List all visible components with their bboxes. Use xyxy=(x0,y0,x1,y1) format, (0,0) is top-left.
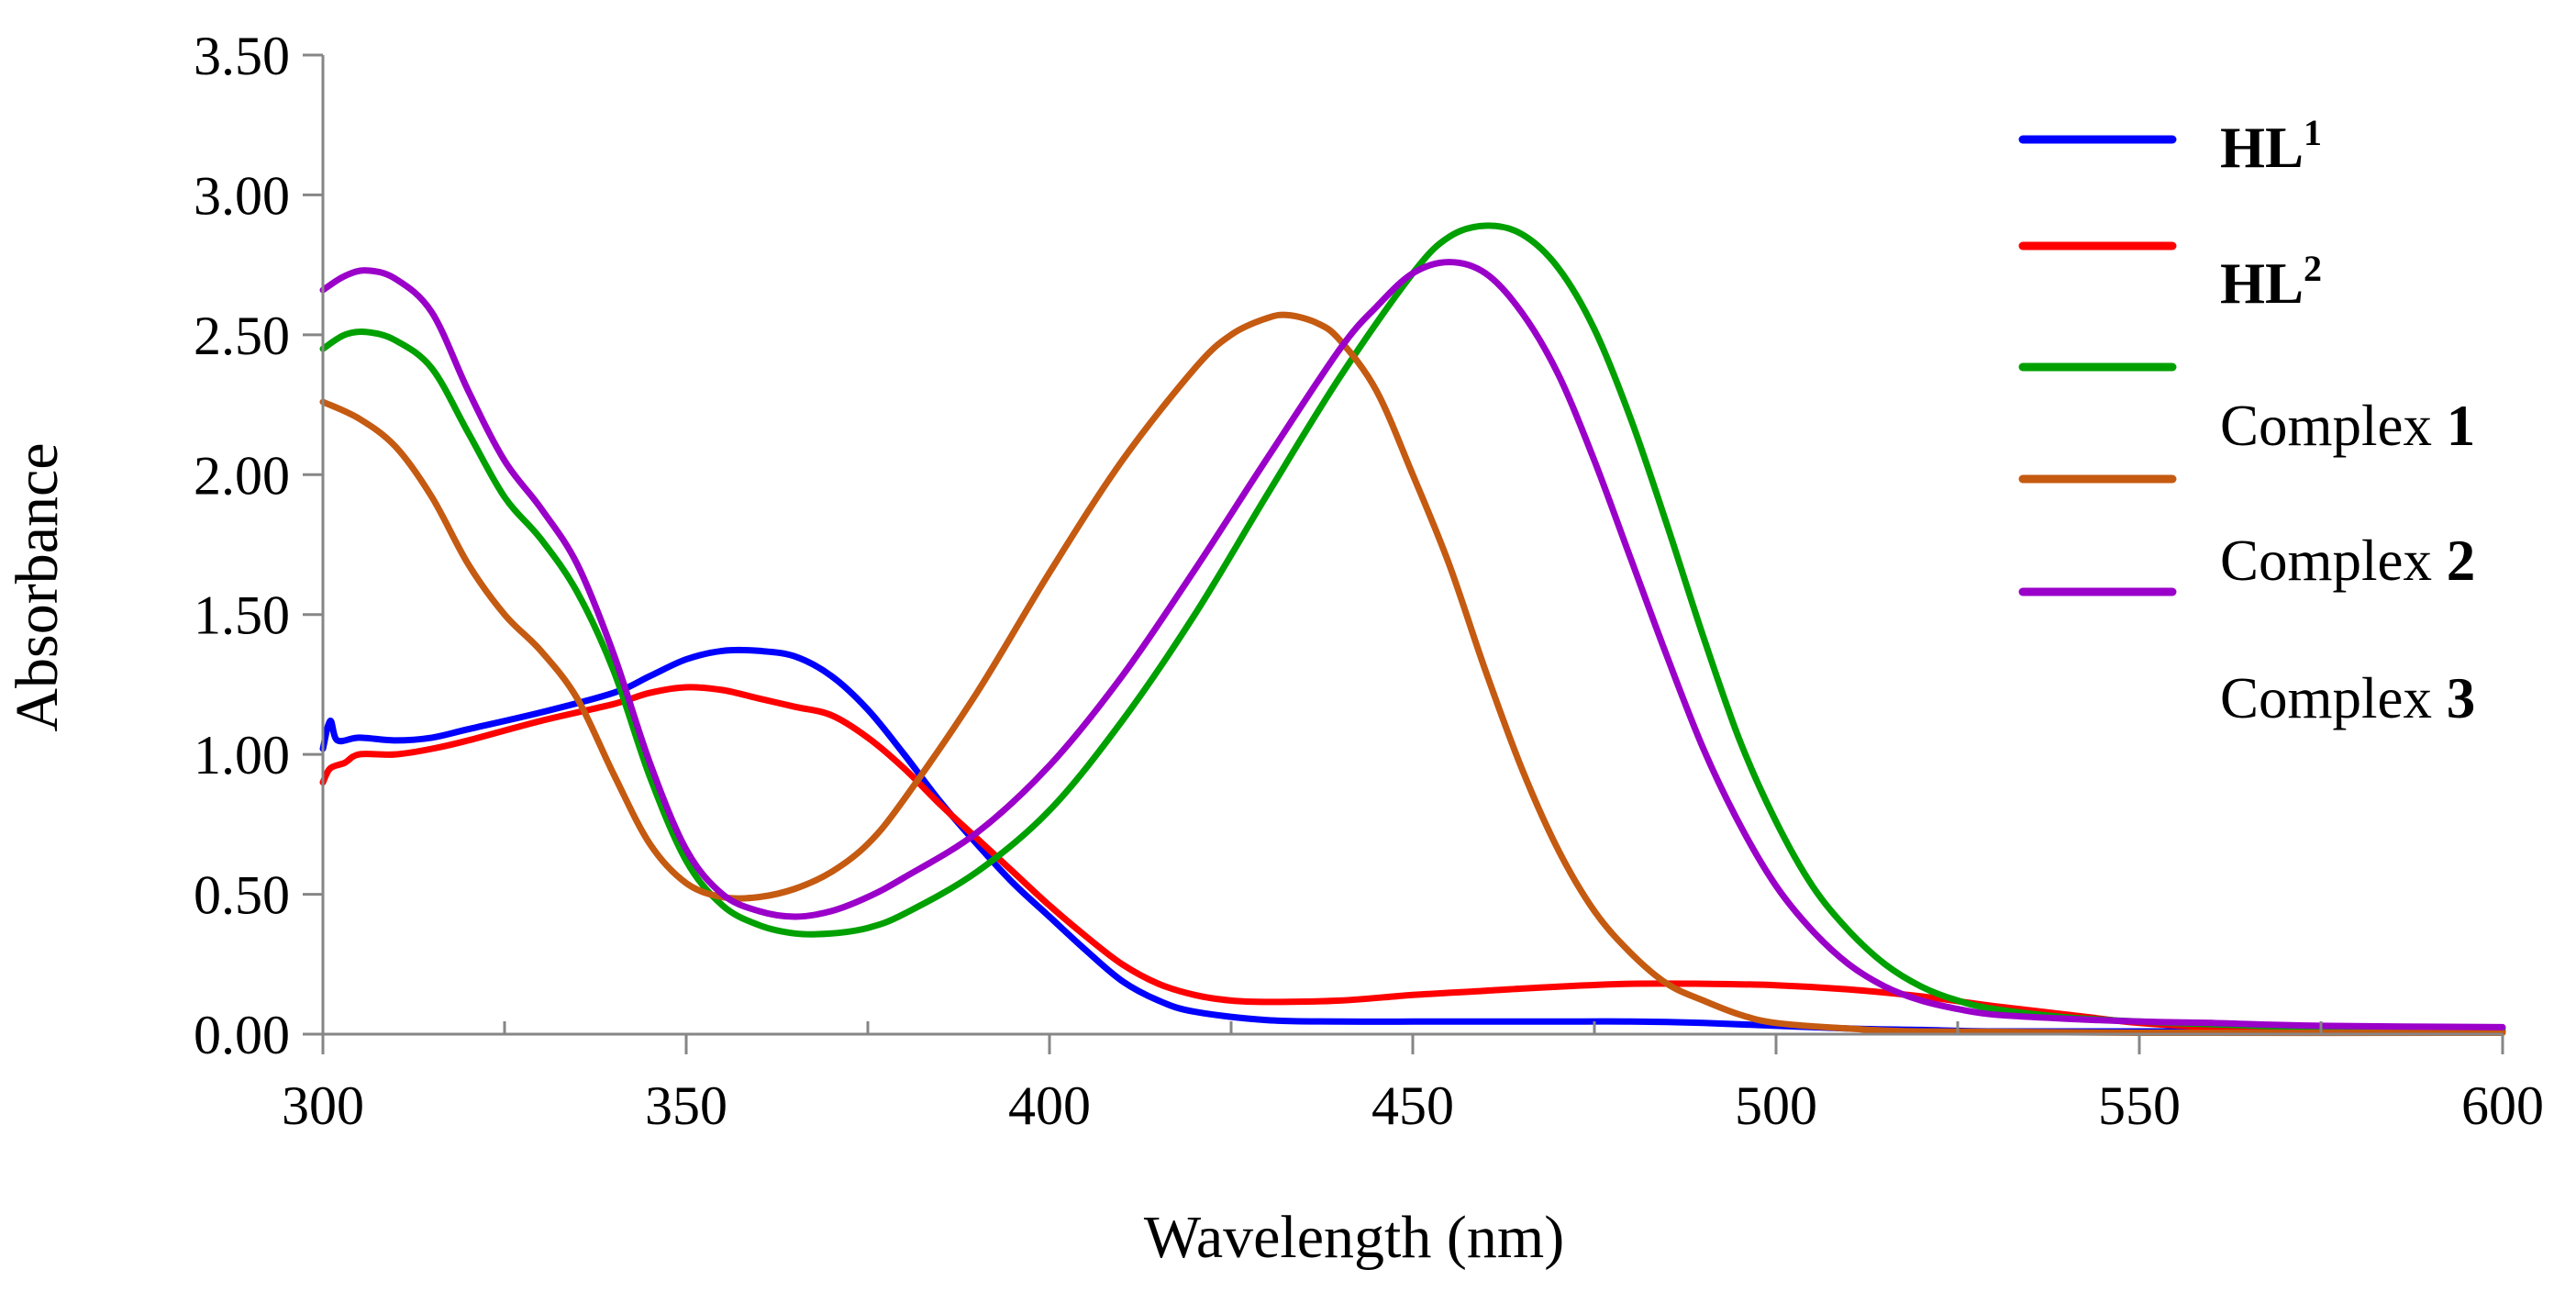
x-tick-label: 550 xyxy=(2098,1075,2181,1136)
y-tick-label: 0.00 xyxy=(194,1005,290,1065)
x-tick-label: 450 xyxy=(1371,1075,1454,1136)
x-tick-label: 350 xyxy=(645,1075,727,1136)
legend-label: Complex 2 xyxy=(2220,529,2475,593)
plot-area xyxy=(319,222,2506,1037)
legend-label: Complex 3 xyxy=(2220,666,2475,730)
series-line-complex-3 xyxy=(319,259,2506,1030)
x-tick-label: 400 xyxy=(1008,1075,1091,1136)
x-tick-label: 600 xyxy=(2461,1075,2544,1136)
y-tick-label: 0.50 xyxy=(194,865,290,926)
y-tick-label: 2.00 xyxy=(194,445,290,506)
legend-label: HL2 xyxy=(2220,248,2322,316)
x-tick-label: 300 xyxy=(282,1075,364,1136)
y-tick-label: 1.00 xyxy=(194,725,290,785)
y-tick-label: 2.50 xyxy=(194,306,290,366)
x-axis-title: Wavelength (nm) xyxy=(1144,1204,1564,1271)
y-tick-label: 3.50 xyxy=(194,26,290,86)
y-axis-title: Absorbance xyxy=(4,442,71,731)
legend: HL1 HL2 Complex 1 Complex 2 Complex 3 xyxy=(2018,112,2475,730)
series-line-complex-1 xyxy=(319,222,2506,1032)
legend-label: HL1 xyxy=(2220,112,2322,180)
x-tick-label: 500 xyxy=(1735,1075,1817,1136)
y-tick-label: 3.00 xyxy=(194,165,290,226)
legend-label: Complex 1 xyxy=(2220,394,2475,458)
y-tick-label: 1.50 xyxy=(194,585,290,646)
series-line-complex-2 xyxy=(319,311,2506,1037)
series-line-hl2 xyxy=(319,684,2506,1035)
